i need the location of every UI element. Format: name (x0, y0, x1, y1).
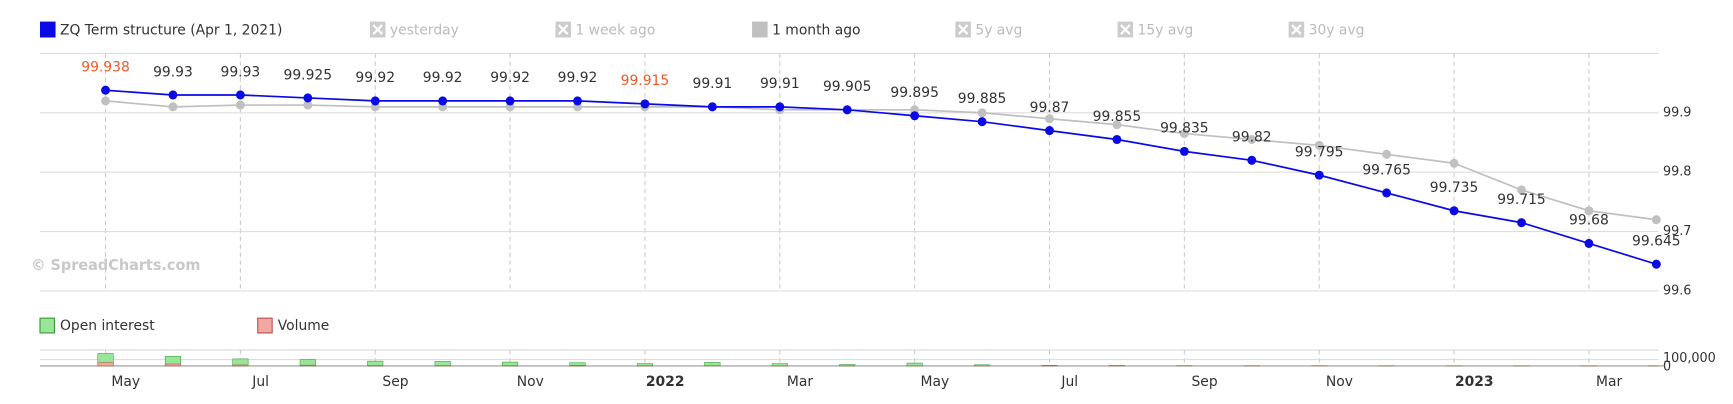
bar (570, 365, 586, 366)
series-point (1517, 218, 1526, 227)
y-tick-label: 99.6 (1663, 283, 1691, 298)
series-point (1450, 206, 1459, 215)
data-label: 99.885 (958, 91, 1007, 107)
series-point (1045, 126, 1054, 135)
x-tick-label: May (111, 374, 140, 390)
series-point (438, 96, 447, 105)
data-label: 99.645 (1632, 233, 1681, 249)
series-point (169, 90, 178, 99)
y-tick-label: 100,000 (1663, 351, 1716, 366)
bar (233, 365, 249, 366)
x-tick-label: Sep (382, 374, 408, 390)
bar (367, 361, 383, 366)
x-tick-label: Sep (1192, 374, 1218, 390)
legend-swatch (40, 318, 54, 333)
series-point (910, 111, 919, 120)
bar (98, 363, 114, 366)
x-tick-label: Mar (787, 374, 813, 390)
bar (502, 362, 518, 366)
series-point (371, 96, 380, 105)
data-label: 99.765 (1362, 162, 1411, 178)
series-point (1652, 215, 1661, 224)
series-point (775, 102, 784, 111)
series-point (101, 86, 110, 95)
bar (907, 363, 923, 366)
series-point (1652, 260, 1661, 269)
series-point (1382, 188, 1391, 197)
legend-label: ZQ Term structure (Apr 1, 2021) (60, 23, 282, 39)
data-label: 99.92 (355, 70, 395, 86)
series-point (1315, 171, 1324, 180)
series-point (1382, 150, 1391, 159)
data-label: 99.855 (1093, 109, 1142, 125)
series-point (1247, 156, 1256, 165)
data-label: 99.925 (284, 67, 333, 83)
x-tick-label: May (921, 374, 950, 390)
bar (165, 364, 181, 366)
data-label: 99.895 (890, 85, 939, 101)
legend-label: 1 week ago (575, 23, 655, 39)
series-point (101, 96, 110, 105)
data-label: 99.938 (81, 59, 130, 75)
data-label: 99.93 (153, 64, 193, 80)
x-tick-label: Jul (1060, 374, 1078, 390)
series-point (641, 99, 650, 108)
series-point (236, 101, 245, 110)
series-point (978, 117, 987, 126)
series-point (1112, 135, 1121, 144)
series-point (169, 102, 178, 111)
data-label: 99.93 (221, 64, 261, 80)
y-tick-label: 99.8 (1663, 165, 1691, 180)
data-label: 99.92 (558, 70, 598, 86)
bar (435, 361, 451, 365)
legend-swatch (40, 22, 56, 38)
legend-label: 1 month ago (772, 23, 860, 39)
series-point (1450, 159, 1459, 168)
data-label: 99.91 (693, 76, 733, 92)
x-tick-label: Jul (251, 374, 269, 390)
legend-label: 30y avg (1309, 23, 1365, 39)
series-point (573, 96, 582, 105)
legend-label: Open interest (60, 318, 155, 334)
data-label: 99.68 (1569, 213, 1609, 229)
series-point (506, 96, 515, 105)
x-tick-label: Nov (1326, 374, 1353, 390)
x-tick-label: 2023 (1455, 374, 1494, 390)
data-label: 99.92 (423, 70, 463, 86)
legend-label: 15y avg (1138, 23, 1194, 39)
series-point (843, 105, 852, 114)
data-label: 99.905 (823, 79, 872, 95)
watermark: © SpreadCharts.com (31, 257, 200, 274)
data-label: 99.91 (760, 76, 800, 92)
bar (705, 362, 721, 365)
data-label: 99.92 (490, 70, 530, 86)
data-label: 99.87 (1030, 100, 1070, 116)
x-tick-label: 2022 (646, 374, 685, 390)
data-label: 99.715 (1497, 192, 1546, 208)
x-tick-label: Nov (517, 374, 544, 390)
legend-label: 5y avg (975, 23, 1022, 39)
legend-swatch (752, 22, 768, 38)
data-label: 99.735 (1430, 180, 1479, 196)
series-point (236, 90, 245, 99)
data-label: 99.795 (1295, 144, 1344, 160)
legend-label: Volume (278, 318, 330, 334)
data-label: 99.82 (1232, 129, 1272, 145)
data-label: 99.835 (1160, 121, 1209, 137)
legend-swatch (258, 318, 272, 333)
legend-label: yesterday (390, 23, 459, 39)
data-label: 99.915 (621, 73, 670, 89)
series-line (106, 101, 1657, 220)
x-tick-label: Mar (1596, 374, 1622, 390)
series-point (1180, 147, 1189, 156)
y-tick-label: 99.9 (1663, 105, 1691, 120)
series-point (1584, 239, 1593, 248)
bar (300, 365, 316, 366)
series-line (106, 90, 1657, 264)
series-point (303, 93, 312, 102)
series-point (708, 102, 717, 111)
series-point (978, 108, 987, 117)
